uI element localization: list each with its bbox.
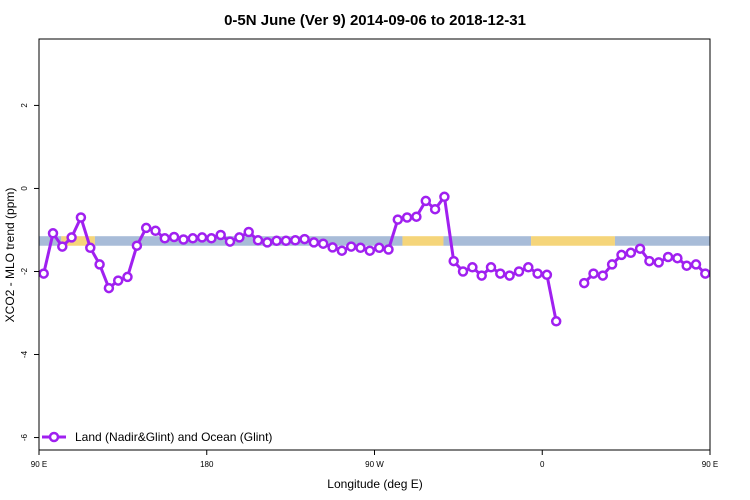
data-point xyxy=(243,226,254,238)
data-point xyxy=(457,266,469,277)
legend-marker-swatch xyxy=(48,431,60,443)
data-point xyxy=(597,270,609,281)
data-point xyxy=(644,255,655,267)
surface-band-ocean-2 xyxy=(94,236,403,246)
data-point xyxy=(373,242,385,254)
y-tick-label: -4 xyxy=(20,350,29,358)
data-point xyxy=(38,268,49,279)
x-tick-label: 90 E xyxy=(702,460,718,469)
surface-band-land-5 xyxy=(531,236,615,246)
data-point xyxy=(317,238,329,249)
data-point xyxy=(383,244,394,255)
data-point xyxy=(429,203,441,215)
data-point xyxy=(345,241,357,252)
data-point xyxy=(392,214,404,225)
y-tick-label: 0 xyxy=(20,186,29,191)
data-point xyxy=(662,251,674,263)
data-point xyxy=(504,270,515,281)
data-point xyxy=(271,235,282,247)
data-point xyxy=(57,241,68,252)
data-point xyxy=(495,268,506,279)
data-point xyxy=(550,316,562,327)
data-point xyxy=(94,259,105,270)
data-point xyxy=(523,262,534,273)
surface-band-ocean-4 xyxy=(443,236,532,246)
data-point xyxy=(355,242,366,254)
data-point xyxy=(168,231,180,243)
data-point xyxy=(103,282,115,294)
data-point xyxy=(634,243,646,254)
data-point xyxy=(625,247,637,259)
data-point xyxy=(215,229,226,241)
data-point xyxy=(224,236,236,247)
y-tick-label: 2 xyxy=(20,103,29,108)
data-point xyxy=(66,232,77,243)
legend: Land (Nadir&Glint) and Ocean (Glint) xyxy=(42,430,272,444)
data-point xyxy=(140,222,152,234)
data-point xyxy=(513,266,525,277)
data-point xyxy=(187,233,199,244)
x-axis-label: Longitude (deg E) xyxy=(327,477,422,491)
data-point xyxy=(150,225,161,237)
chart-title: 0-5N June (Ver 9) 2014-09-06 to 2018-12-… xyxy=(224,12,526,29)
data-point xyxy=(485,262,497,273)
data-point xyxy=(364,245,376,256)
x-tick-label: 0 xyxy=(540,460,545,469)
data-point xyxy=(85,242,96,254)
data-point xyxy=(541,269,553,281)
surface-band-land-3 xyxy=(402,236,444,246)
data-point xyxy=(681,260,692,271)
data-point xyxy=(616,249,627,261)
data-point xyxy=(262,237,273,248)
x-tick-label: 90 E xyxy=(31,460,47,469)
data-point xyxy=(448,255,459,267)
data-point xyxy=(122,271,133,283)
data-point xyxy=(467,262,478,273)
data-point xyxy=(47,228,59,239)
y-tick-label: -6 xyxy=(20,433,29,441)
x-tick-label: 180 xyxy=(200,460,214,469)
data-point xyxy=(420,195,432,207)
y-axis-label: XCO2 - MLO trend (ppm) xyxy=(3,188,17,323)
data-point xyxy=(700,268,711,279)
data-point xyxy=(159,233,171,244)
data-point xyxy=(439,191,450,203)
data-point xyxy=(308,237,320,248)
y-axis: -6 -4 -2 0 2 xyxy=(20,103,39,441)
surface-band-ocean-6 xyxy=(614,236,710,246)
y-tick-label: -2 xyxy=(20,267,29,275)
data-point xyxy=(112,275,124,286)
surface-band-land-1 xyxy=(61,236,95,246)
x-axis: 90 E 180 90 W 0 90 E xyxy=(31,450,718,469)
data-point xyxy=(327,242,338,253)
data-point xyxy=(290,235,301,246)
data-point xyxy=(588,268,599,279)
data-point xyxy=(653,257,664,268)
data-point xyxy=(131,240,143,251)
data-point xyxy=(75,212,87,223)
data-point xyxy=(234,232,245,243)
data-point xyxy=(252,235,264,246)
data-point xyxy=(280,235,292,247)
data-point xyxy=(606,259,618,270)
x-tick-label: 90 W xyxy=(365,460,384,469)
data-point xyxy=(690,259,702,270)
data-point xyxy=(299,233,310,245)
data-point xyxy=(206,233,217,244)
data-point xyxy=(178,234,189,245)
data-point xyxy=(476,270,487,281)
data-point xyxy=(532,268,543,279)
data-point xyxy=(672,252,683,264)
data-point xyxy=(578,277,590,289)
data-point xyxy=(401,212,413,223)
data-series xyxy=(38,191,711,327)
data-point xyxy=(411,211,422,222)
legend-label: Land (Nadir&Glint) and Ocean (Glint) xyxy=(75,430,272,444)
series-line xyxy=(42,195,558,322)
data-point xyxy=(196,232,208,243)
data-point xyxy=(336,245,348,256)
